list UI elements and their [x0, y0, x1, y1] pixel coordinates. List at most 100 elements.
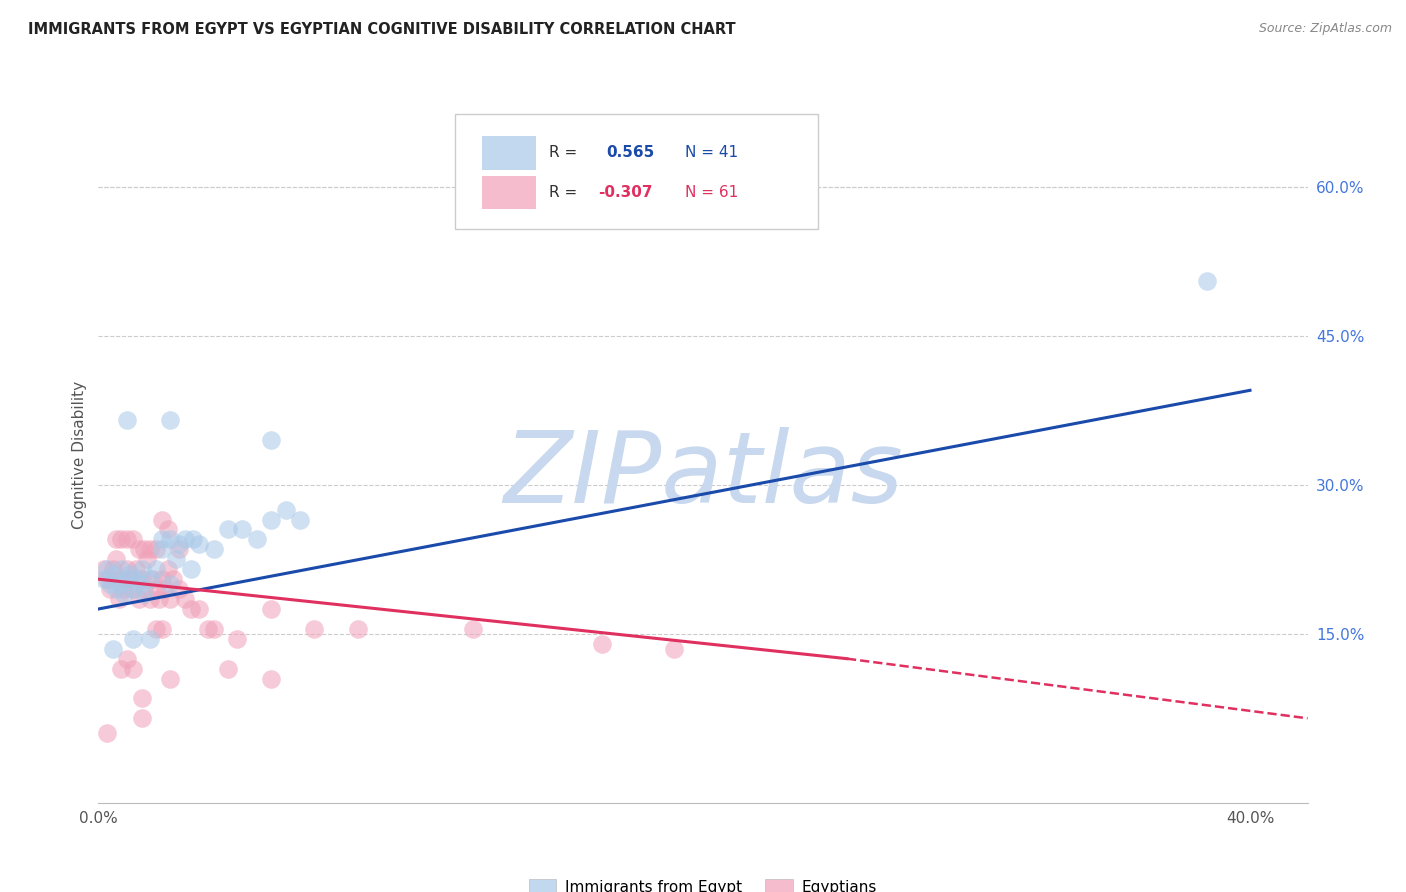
Point	[167, 542, 190, 557]
Point	[139, 572, 162, 586]
Point	[136, 552, 159, 566]
Point	[150, 622, 173, 636]
Point	[288, 512, 311, 526]
Text: R =: R =	[550, 186, 578, 200]
Point	[145, 562, 167, 576]
Point	[134, 542, 156, 557]
Bar	[482, 176, 536, 210]
Point	[107, 577, 129, 591]
Text: -0.307: -0.307	[598, 186, 652, 200]
Point	[104, 552, 127, 566]
Point	[115, 413, 138, 427]
Point	[93, 572, 115, 586]
Point	[260, 602, 283, 616]
Point	[139, 592, 162, 607]
Point	[197, 622, 219, 636]
Point	[128, 542, 150, 557]
Point	[122, 582, 145, 596]
Point	[145, 582, 167, 596]
Point	[183, 533, 205, 547]
Point	[165, 552, 187, 566]
Point	[156, 562, 179, 576]
Text: Source: ZipAtlas.com: Source: ZipAtlas.com	[1258, 22, 1392, 36]
Point	[96, 726, 118, 740]
Point	[110, 533, 132, 547]
Point	[260, 433, 283, 447]
Point	[167, 582, 190, 596]
Point	[162, 572, 184, 586]
Point	[122, 533, 145, 547]
Point	[110, 662, 132, 676]
Point	[142, 572, 165, 586]
Point	[145, 542, 167, 557]
Point	[120, 572, 142, 586]
Point	[346, 622, 368, 636]
Point	[217, 523, 239, 537]
Point	[115, 651, 138, 665]
Point	[225, 632, 247, 646]
Text: N = 41: N = 41	[685, 145, 738, 160]
Point	[202, 622, 225, 636]
Point	[156, 523, 179, 537]
Point	[131, 691, 153, 706]
Point	[231, 523, 253, 537]
Point	[93, 562, 115, 576]
Point	[131, 572, 153, 586]
Point	[128, 577, 150, 591]
Point	[125, 572, 148, 586]
Point	[101, 567, 124, 582]
Point	[159, 672, 181, 686]
Point	[461, 622, 484, 636]
Point	[159, 592, 181, 607]
Point	[131, 562, 153, 576]
Point	[180, 602, 202, 616]
Point	[122, 662, 145, 676]
Point	[591, 637, 613, 651]
Point	[188, 602, 211, 616]
Point	[122, 632, 145, 646]
Point	[104, 533, 127, 547]
Bar	[482, 136, 536, 169]
Point	[139, 632, 162, 646]
Point	[260, 672, 283, 686]
Point	[125, 562, 148, 576]
Point	[150, 533, 173, 547]
Point	[145, 622, 167, 636]
Point	[664, 641, 686, 656]
Point	[173, 533, 195, 547]
Point	[150, 572, 173, 586]
Point	[159, 577, 181, 591]
Text: IMMIGRANTS FROM EGYPT VS EGYPTIAN COGNITIVE DISABILITY CORRELATION CHART: IMMIGRANTS FROM EGYPT VS EGYPTIAN COGNIT…	[28, 22, 735, 37]
Point	[150, 512, 173, 526]
Point	[217, 662, 239, 676]
Point	[96, 572, 118, 586]
Point	[167, 537, 190, 551]
FancyBboxPatch shape	[456, 114, 818, 229]
Point	[107, 592, 129, 607]
Point	[96, 562, 118, 576]
Point	[139, 542, 162, 557]
Text: R =: R =	[550, 145, 578, 160]
Point	[112, 587, 135, 601]
Point	[304, 622, 326, 636]
Point	[120, 567, 142, 582]
Legend: Immigrants from Egypt, Egyptians: Immigrants from Egypt, Egyptians	[523, 873, 883, 892]
Point	[202, 542, 225, 557]
Point	[101, 641, 124, 656]
Point	[134, 582, 156, 596]
Point	[148, 592, 170, 607]
Point	[110, 572, 132, 586]
Point	[188, 537, 211, 551]
Point	[180, 562, 202, 576]
Point	[134, 587, 156, 601]
Text: ZIPatlas: ZIPatlas	[503, 427, 903, 524]
Point	[274, 502, 297, 516]
Point	[159, 533, 181, 547]
Point	[153, 582, 176, 596]
Point	[122, 582, 145, 596]
Point	[128, 592, 150, 607]
Text: N = 61: N = 61	[685, 186, 738, 200]
Point	[104, 582, 127, 596]
Point	[260, 512, 283, 526]
Point	[98, 577, 121, 591]
